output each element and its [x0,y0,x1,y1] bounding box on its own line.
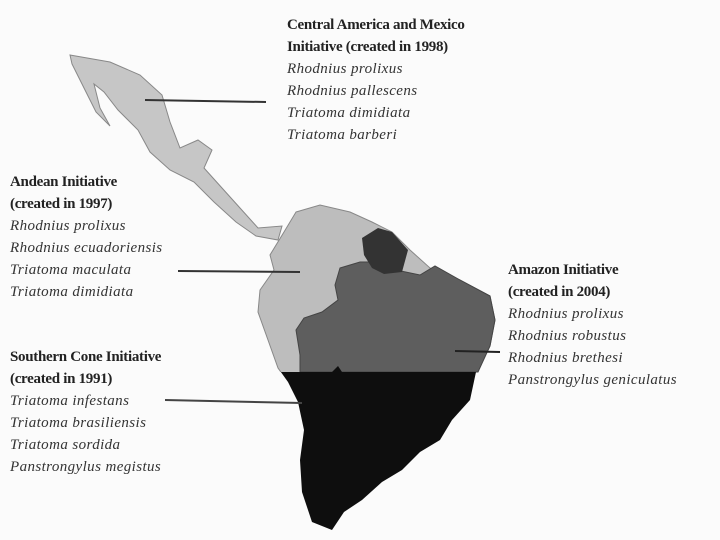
region-title: Andean Initiative [10,174,117,190]
species: Triatoma brasiliensis [10,415,147,431]
south-america [257,204,496,530]
leader-line-amazon [454,350,501,353]
species: Rhodnius prolixus [10,218,126,234]
species: Rhodnius prolixus [508,306,624,322]
region-title: (created in 1991) [10,371,113,387]
leader-line-southern [164,399,303,404]
region-title: Central America and Mexico [287,17,465,33]
leader-line-central [144,99,267,103]
species: Triatoma maculata [10,262,132,278]
species: Triatoma sordida [10,437,121,453]
species: Triatoma dimidiata [287,105,411,121]
region-southern-cone [280,372,476,530]
label-central-america-mexico: Central America and Mexico Initiative (c… [287,14,465,146]
label-andean: Andean Initiative (created in 1997) Rhod… [10,171,163,303]
region-title: (created in 2004) [508,284,611,300]
species: Rhodnius robustus [508,328,627,344]
species: Rhodnius pallescens [287,83,418,99]
region-title: (created in 1997) [10,196,113,212]
region-title: Initiative (created in 1998) [287,39,448,55]
species: Panstrongylus megistus [10,459,162,475]
region-southern-cone-tip [332,366,342,372]
species: Rhodnius brethesi [508,350,623,366]
label-amazon: Amazon Initiative (created in 2004) Rhod… [508,259,677,391]
species: Triatoma dimidiata [10,284,134,300]
species: Triatoma barberi [287,127,398,143]
species: Rhodnius ecuadoriensis [10,240,163,256]
region-guianas [362,228,408,274]
region-title: Southern Cone Initiative [10,349,162,365]
species: Panstrongylus geniculatus [508,372,678,388]
region-central-america-mexico [69,54,283,241]
species: Triatoma infestans [10,393,130,409]
label-southern-cone: Southern Cone Initiative (created in 199… [10,346,161,478]
region-title: Amazon Initiative [508,262,619,278]
species: Rhodnius prolixus [287,61,403,77]
leader-line-andean [177,270,301,273]
